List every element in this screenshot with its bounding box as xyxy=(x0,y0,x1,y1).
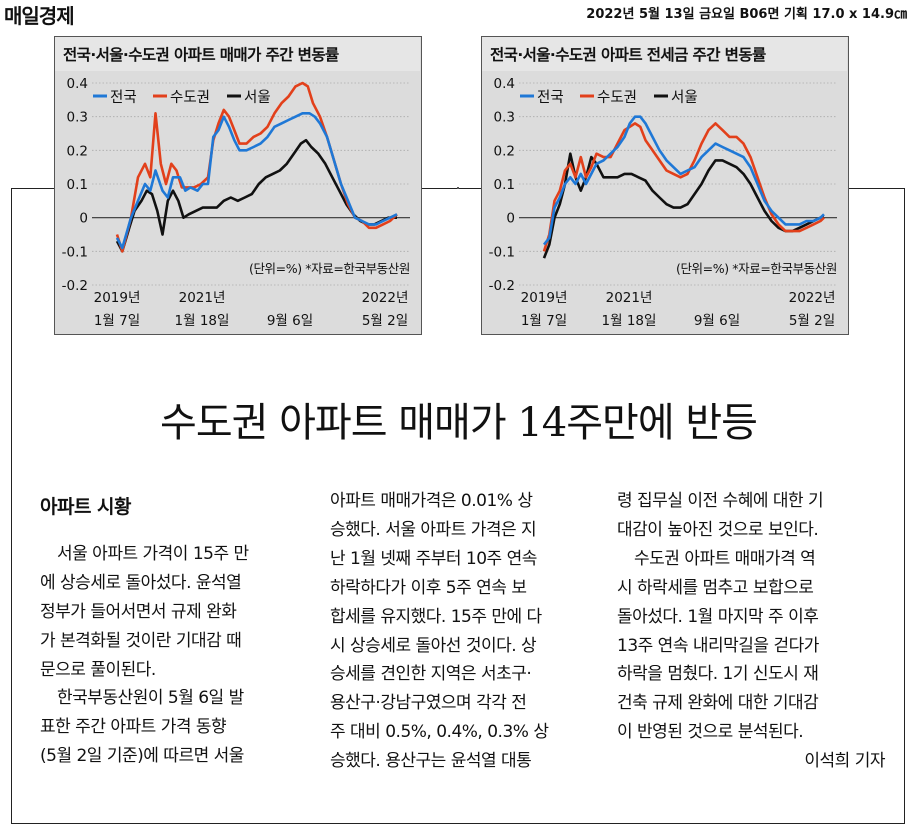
text-line: 에 상승세로 돌아섰다. 윤석열 xyxy=(40,572,242,593)
text-line: 이 반영된 것으로 분석된다. xyxy=(617,722,804,743)
text-line: 승했다. 서울 아파트 가격은 지 xyxy=(330,519,537,540)
x-tick-label-date: 1월 18일 xyxy=(602,313,657,329)
chart-title: 전국·서울·수도권 아파트 매매가 주간 변동률 xyxy=(63,45,339,64)
text-line: 승세를 견인한 지역은 서초구· xyxy=(330,664,532,685)
x-tick-label-year: 2022년 xyxy=(789,290,836,306)
y-tick-label: 0.1 xyxy=(494,177,515,193)
text-line: 정부가 들어서면서 규제 완화 xyxy=(40,601,237,622)
x-tick-label-date: 5월 2일 xyxy=(789,313,835,329)
y-tick-label: 0.4 xyxy=(494,76,515,92)
text-line: 대감이 높아진 것으로 보인다. xyxy=(617,519,819,540)
x-tick-label-date: 9월 6일 xyxy=(694,313,740,329)
text-line: 승했다. 용산구는 윤석열 대통 xyxy=(330,751,532,772)
text-line: 13주 연속 내리막길을 걷다가 xyxy=(617,635,819,656)
text-line: 표한 주간 아파트 가격 동향 xyxy=(40,717,227,738)
newspaper-masthead: 매일경제 xyxy=(4,4,75,28)
y-tick-label: -0.1 xyxy=(62,244,88,260)
text-line: 시 하락세를 멈추고 보합으로 xyxy=(617,577,814,598)
x-tick-label-year: 2019년 xyxy=(521,290,568,306)
byline: 이석희 기자 xyxy=(804,751,885,772)
headline: 수도권 아파트 매매가 14주만에 반등 xyxy=(160,400,758,446)
y-tick-label: 0.3 xyxy=(67,110,88,126)
legend-label: 서울 xyxy=(244,89,271,106)
series-line-1 xyxy=(542,122,825,252)
y-tick-label: -0.2 xyxy=(489,278,515,294)
section-title: 아파트 시황 xyxy=(40,496,132,518)
text-line: (5월 2일 기준)에 따르면 서울 xyxy=(40,746,244,767)
y-tick-label: 0.2 xyxy=(494,143,515,159)
y-tick-label: 0.2 xyxy=(67,143,88,159)
x-tick-label-date: 5월 2일 xyxy=(362,313,408,329)
chart-title-bar xyxy=(55,37,420,71)
y-tick-label: 0 xyxy=(79,211,88,227)
dateline: 2022년 5월 13일 금요일 B06면 기획 17.0 x 14.9㎝ xyxy=(586,7,907,22)
text-line: 용산구·강남구였으며 각각 전 xyxy=(330,693,527,714)
text-line: 수도권 아파트 매매가격 역 xyxy=(634,548,816,569)
legend-label: 전국 xyxy=(537,89,564,106)
x-tick-label-date: 1월 7일 xyxy=(521,313,567,329)
text-line: 합세를 유지했다. 15주 만에 다 xyxy=(330,606,542,627)
series-line-1 xyxy=(115,81,398,253)
text-line: 가 본격화될 것이란 기대감 때 xyxy=(40,630,242,651)
legend-label: 전국 xyxy=(110,89,137,106)
x-tick-label-year: 2019년 xyxy=(94,290,141,306)
series-line-0 xyxy=(115,112,398,250)
unit-note: (단위=%) *자료=한국부동산원 xyxy=(676,261,837,276)
text-line: 하락하다가 이후 5주 연속 보 xyxy=(330,577,527,598)
text-line: 시 상승세로 돌아선 것이다. 상 xyxy=(330,635,537,656)
unit-note: (단위=%) *자료=한국부동산원 xyxy=(249,261,410,276)
x-tick-label-year: 2022년 xyxy=(362,290,409,306)
y-tick-label: -0.2 xyxy=(62,278,88,294)
text-line: 한국부동산원이 5월 6일 발 xyxy=(57,688,244,709)
text-line: 하락을 멈췄다. 1기 신도시 재 xyxy=(617,664,819,685)
y-tick-label: 0.4 xyxy=(67,76,88,92)
text-line: 문으로 풀이된다. xyxy=(40,659,156,680)
x-tick-label-year: 2021년 xyxy=(179,290,226,306)
y-tick-label: -0.1 xyxy=(489,244,515,260)
series-line-2 xyxy=(115,138,397,253)
text-line: 돌아섰다. 1월 마지막 주 이후 xyxy=(617,606,819,627)
sale-price-chart: 전국·서울·수도권 아파트 매매가 주간 변동률 0.4 0.3 0.2 0.1 0 -0.… xyxy=(54,36,422,335)
sale-price-chart-svg: 전국·서울·수도권 아파트 매매가 주간 변동률 0.4 0.3 0.2 0.1 0 -0.… xyxy=(55,37,420,329)
x-tick-label-date: 9월 6일 xyxy=(267,313,313,329)
legend-label: 수도권 xyxy=(170,89,210,106)
x-tick-label-date: 1월 7일 xyxy=(94,313,140,329)
legend-label: 서울 xyxy=(671,89,698,106)
text-line: 주 대비 0.5%, 0.4%, 0.3% 상 xyxy=(330,722,549,743)
y-tick-label: 0.1 xyxy=(67,177,88,193)
x-tick-label-date: 1월 18일 xyxy=(175,313,230,329)
jeonse-price-chart: 전국·서울·수도권 아파트 전세금 주간 변동률 0.4 0.3 0.2 0.1 0 -0.… xyxy=(481,36,849,335)
y-tick-label: 0 xyxy=(506,211,515,227)
text-line: 아파트 매매가격은 0.01% 상 xyxy=(330,491,533,511)
text-line: 건축 규제 완화에 대한 기대감 xyxy=(617,693,819,714)
series-line-2 xyxy=(542,152,824,259)
legend-label: 수도권 xyxy=(597,89,637,106)
divider-dot xyxy=(457,187,459,189)
text-line: 난 1월 넷째 주부터 10주 연속 xyxy=(330,548,537,569)
text-line: 령 집무실 이전 수혜에 대한 기 xyxy=(617,491,824,511)
y-tick-label: 0.3 xyxy=(494,110,515,126)
series-line-0 xyxy=(542,115,825,246)
jeonse-price-chart-svg: 전국·서울·수도권 아파트 전세금 주간 변동률 0.4 0.3 0.2 0.1 0 -0.… xyxy=(482,37,847,329)
x-tick-label-year: 2021년 xyxy=(606,290,653,306)
chart-title: 전국·서울·수도권 아파트 전세금 주간 변동률 xyxy=(490,45,766,64)
text-line: 서울 아파트 가격이 15주 만 xyxy=(57,543,249,564)
chart-title-bar xyxy=(482,37,847,71)
